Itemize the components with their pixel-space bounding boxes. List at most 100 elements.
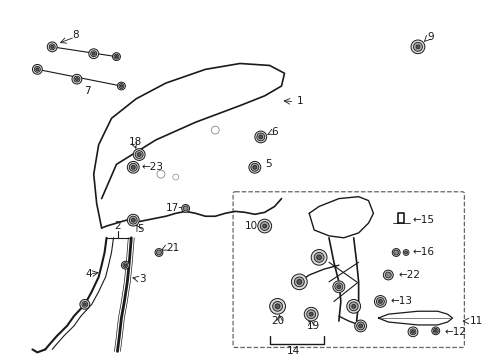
Circle shape	[378, 300, 382, 303]
Circle shape	[346, 300, 360, 313]
Circle shape	[275, 304, 280, 309]
Circle shape	[47, 42, 57, 52]
Circle shape	[155, 248, 163, 256]
Circle shape	[32, 64, 42, 74]
Text: 7: 7	[83, 86, 90, 96]
Circle shape	[156, 250, 161, 255]
Circle shape	[80, 300, 90, 309]
Circle shape	[114, 54, 119, 59]
Circle shape	[49, 44, 55, 50]
Circle shape	[89, 49, 99, 59]
Text: 3: 3	[139, 274, 145, 284]
Circle shape	[262, 224, 266, 228]
Circle shape	[415, 45, 419, 49]
Circle shape	[348, 302, 357, 311]
Circle shape	[434, 330, 436, 332]
Text: 19: 19	[306, 321, 320, 331]
Text: 21: 21	[165, 243, 179, 253]
Circle shape	[131, 218, 135, 222]
Circle shape	[183, 206, 188, 211]
Circle shape	[182, 204, 189, 212]
Circle shape	[127, 161, 139, 173]
Circle shape	[131, 165, 135, 169]
Text: ←22: ←22	[397, 270, 419, 280]
Circle shape	[358, 324, 362, 328]
Circle shape	[432, 328, 437, 333]
Text: 20: 20	[271, 316, 284, 326]
Text: 4: 4	[85, 269, 92, 279]
Circle shape	[34, 67, 40, 72]
Circle shape	[402, 249, 408, 256]
Circle shape	[36, 68, 39, 71]
Circle shape	[129, 216, 137, 224]
Circle shape	[124, 264, 126, 266]
Circle shape	[257, 219, 271, 233]
Text: 2: 2	[114, 221, 121, 231]
Circle shape	[72, 74, 81, 84]
Circle shape	[310, 249, 326, 265]
Circle shape	[258, 135, 262, 139]
Circle shape	[407, 327, 417, 337]
Text: 5: 5	[137, 224, 143, 234]
Circle shape	[91, 51, 97, 57]
Circle shape	[411, 330, 414, 333]
Circle shape	[409, 329, 415, 335]
Circle shape	[135, 150, 143, 158]
Text: ←23: ←23	[141, 162, 163, 172]
Text: ←15: ←15	[412, 215, 434, 225]
Circle shape	[248, 161, 260, 173]
Circle shape	[75, 78, 78, 81]
Circle shape	[51, 45, 54, 48]
Circle shape	[117, 82, 125, 90]
Circle shape	[256, 133, 264, 141]
Circle shape	[336, 285, 340, 289]
Circle shape	[120, 85, 122, 87]
Circle shape	[252, 165, 256, 169]
Circle shape	[119, 84, 123, 89]
Circle shape	[354, 320, 366, 332]
Circle shape	[306, 310, 315, 319]
Circle shape	[313, 252, 324, 262]
Circle shape	[332, 281, 344, 293]
Text: 11: 11	[468, 316, 482, 326]
Circle shape	[294, 277, 304, 287]
Circle shape	[127, 214, 139, 226]
Circle shape	[376, 297, 384, 305]
Text: ←16: ←16	[412, 247, 434, 257]
Circle shape	[81, 301, 88, 307]
Circle shape	[83, 303, 86, 306]
Text: 14: 14	[286, 346, 299, 356]
Circle shape	[304, 307, 318, 321]
Text: 18: 18	[129, 137, 142, 147]
Circle shape	[254, 131, 266, 143]
Circle shape	[133, 149, 145, 161]
Circle shape	[404, 251, 407, 254]
Text: ←12: ←12	[444, 327, 466, 337]
Circle shape	[431, 327, 439, 335]
Text: 9: 9	[427, 32, 433, 42]
Circle shape	[121, 261, 129, 269]
Circle shape	[410, 40, 424, 54]
Circle shape	[250, 163, 258, 171]
Circle shape	[137, 153, 141, 157]
Circle shape	[112, 53, 120, 60]
Circle shape	[291, 274, 306, 290]
Circle shape	[308, 312, 312, 316]
Circle shape	[296, 279, 301, 284]
Circle shape	[129, 163, 137, 171]
Text: 17→: 17→	[165, 203, 187, 213]
Circle shape	[260, 222, 268, 230]
Circle shape	[383, 270, 392, 280]
Circle shape	[413, 42, 422, 51]
Circle shape	[272, 301, 282, 311]
Circle shape	[316, 255, 321, 260]
Circle shape	[393, 250, 398, 255]
Text: 5: 5	[264, 159, 271, 169]
Circle shape	[115, 55, 118, 58]
Circle shape	[351, 305, 355, 308]
Text: 8: 8	[72, 30, 79, 40]
Circle shape	[374, 296, 386, 307]
Text: 6: 6	[271, 127, 278, 137]
Circle shape	[269, 298, 285, 314]
Text: 1: 1	[296, 96, 303, 106]
